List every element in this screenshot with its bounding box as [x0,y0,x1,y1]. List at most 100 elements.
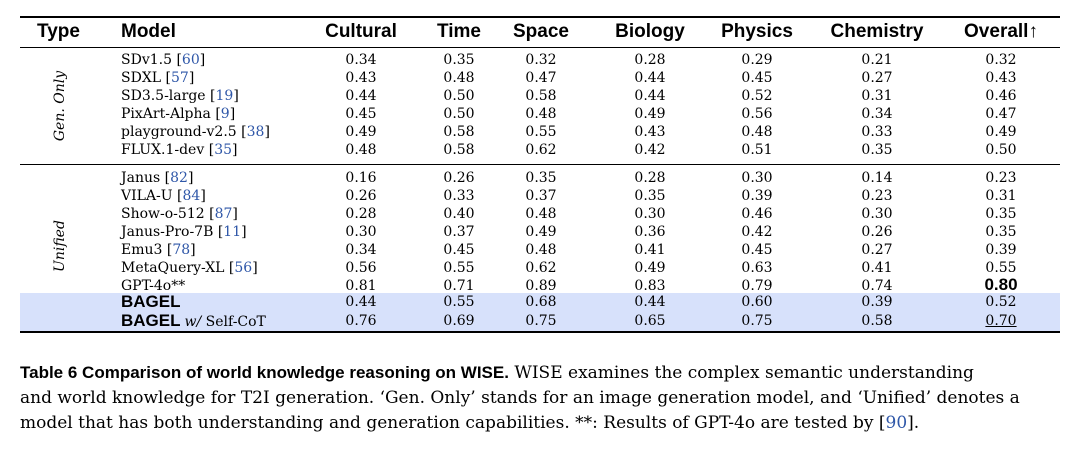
cell-time: 0.69 [443,313,475,329]
cell-chemistry: 0.34 [861,106,893,122]
bagel-highlight [20,293,1060,331]
citation-link[interactable]: 82 [170,170,188,186]
header-type: Type [37,21,80,42]
bagel-label: BAGEL [121,311,181,330]
citation-link[interactable]: 90 [885,413,908,433]
model-label: playground-v2.5 [121,124,237,140]
model-name: MetaQuery-XL [56] [121,260,258,276]
citation-link[interactable]: 9 [220,106,230,122]
bagel-label: BAGEL [121,292,181,311]
cell-chemistry: 0.27 [861,70,893,86]
citation-link[interactable]: 38 [246,124,265,140]
model-label: Janus [121,170,161,186]
cell-overall: 0.55 [985,260,1017,276]
cell-time: 0.40 [443,206,475,222]
cell-space: 0.48 [525,106,557,122]
cell-biology: 0.44 [634,70,666,86]
header-biology: Biology [615,21,685,42]
cell-space: 0.62 [525,142,557,158]
citation-link[interactable]: 19 [215,88,234,104]
cell-chemistry: 0.21 [861,52,893,68]
bottom-rule [20,331,1060,333]
cell-chemistry: 0.39 [861,294,893,310]
cell-space: 0.32 [525,52,557,68]
cell-chemistry: 0.14 [861,170,893,186]
cell-space: 0.68 [525,294,557,310]
cell-cultural: 0.49 [345,124,377,140]
cell-time: 0.35 [443,52,475,68]
citation-link[interactable]: 35 [214,142,233,158]
cell-space: 0.89 [525,278,557,294]
cell-cultural: 0.44 [345,294,377,310]
cell-cultural: 0.34 [345,242,377,258]
model-label: PixArt-Alpha [121,106,211,122]
cell-chemistry: 0.23 [861,188,893,204]
model-name: PixArt-Alpha [9] [121,106,236,122]
model-label: Emu3 [121,242,163,258]
cell-overall: 0.35 [985,206,1017,222]
model-name: SDv1.5 [60] [121,52,206,68]
caption-line-1: Table 6 Comparison of world knowledge re… [20,360,1060,386]
model-label: SDXL [121,70,162,86]
cell-biology: 0.83 [634,278,666,294]
model-label: MetaQuery-XL [121,260,225,276]
cell-biology: 0.41 [634,242,666,258]
group-rule [20,164,1060,165]
cell-cultural: 0.34 [345,52,377,68]
citation-link[interactable]: 60 [181,52,200,68]
citation-link[interactable]: 56 [234,260,253,276]
cell-space: 0.55 [525,124,557,140]
cell-space: 0.37 [525,188,557,204]
bagel-model-name: BAGEL [121,292,181,312]
model-label: GPT-4o** [121,278,186,294]
model-name: Janus-Pro-7B [11] [121,224,247,240]
table-caption: Table 6 Comparison of world knowledge re… [20,360,1060,436]
cell-overall: 0.23 [985,170,1017,186]
model-name: SD3.5-large [19] [121,88,239,104]
cell-space: 0.48 [525,206,557,222]
citation-link[interactable]: 57 [171,70,189,86]
model-label: FLUX.1-dev [121,142,205,158]
cell-time: 0.58 [443,142,475,158]
model-label: VILA-U [121,188,173,204]
cell-chemistry: 0.58 [861,313,893,329]
header-model: Model [121,21,176,42]
model-label: SDv1.5 [121,52,172,68]
citation-link[interactable]: 87 [214,206,233,222]
header-overall: Overall↑ [964,21,1038,42]
cell-biology: 0.30 [634,206,666,222]
cell-time: 0.37 [443,224,475,240]
cell-time: 0.71 [443,278,475,294]
cell-cultural: 0.45 [345,106,377,122]
cell-chemistry: 0.74 [861,278,893,294]
model-name: Emu3 [78] [121,242,196,258]
cell-biology: 0.36 [634,224,666,240]
cell-biology: 0.35 [634,188,666,204]
caption-label: Table 6 Comparison of world knowledge re… [20,363,509,382]
cell-biology: 0.44 [634,88,666,104]
cell-chemistry: 0.35 [861,142,893,158]
cell-physics: 0.79 [741,278,773,294]
top-rule [20,16,1060,18]
cell-time: 0.48 [443,70,475,86]
cell-cultural: 0.26 [345,188,377,204]
cell-overall: 0.50 [985,142,1017,158]
cell-chemistry: 0.31 [861,88,893,104]
cell-physics: 0.30 [741,170,773,186]
cell-biology: 0.49 [634,106,666,122]
citation-link[interactable]: 84 [182,188,201,204]
cell-physics: 0.63 [741,260,773,276]
cell-overall: 0.47 [985,106,1017,122]
citation-link[interactable]: 78 [172,242,191,258]
cell-time: 0.50 [443,106,475,122]
cell-time: 0.50 [443,88,475,104]
cell-chemistry: 0.26 [861,224,893,240]
cell-biology: 0.44 [634,294,666,310]
cell-cultural: 0.56 [345,260,377,276]
cell-biology: 0.49 [634,260,666,276]
cell-cultural: 0.76 [345,313,377,329]
model-name: Janus [82] [121,170,194,186]
citation-link[interactable]: 11 [223,224,242,240]
cell-overall: 0.35 [985,224,1017,240]
